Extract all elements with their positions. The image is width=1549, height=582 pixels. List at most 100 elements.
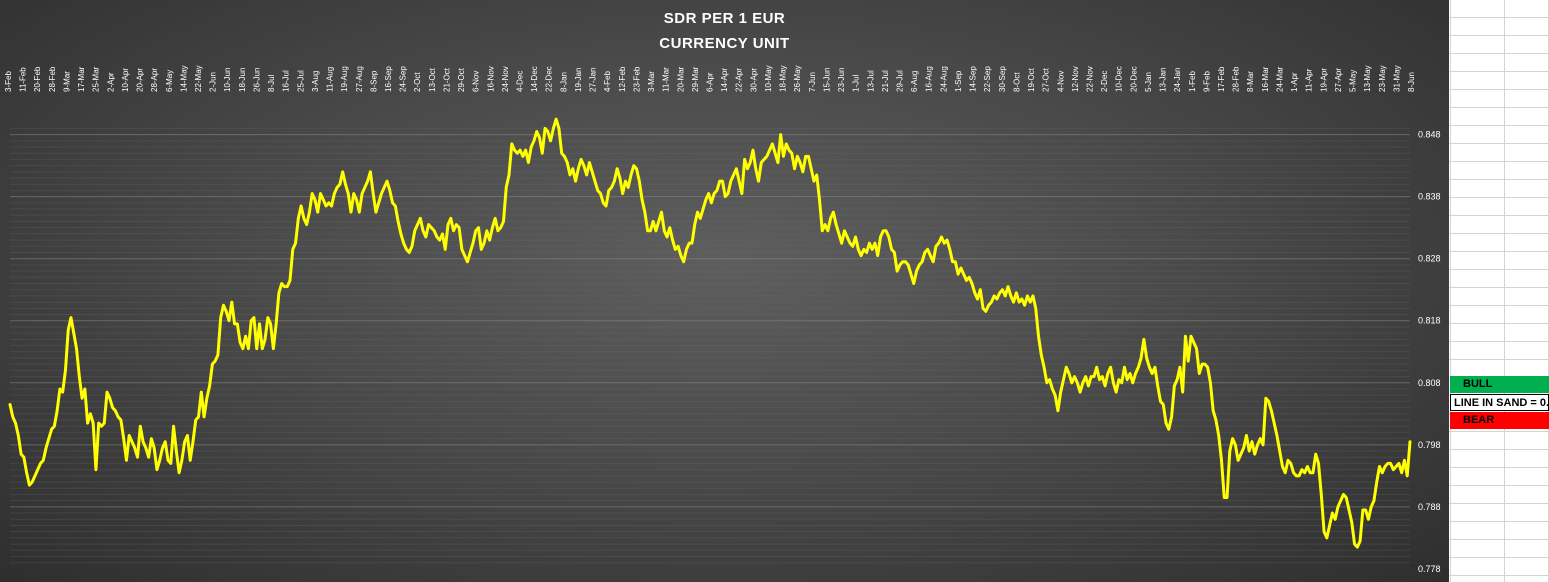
x-tick-label: 13-Jul bbox=[866, 70, 875, 92]
x-tick-label: 1-Feb bbox=[1188, 71, 1197, 92]
x-tick-label: 1-Sep bbox=[954, 70, 963, 92]
bear-cell[interactable]: BEAR bbox=[1450, 412, 1549, 429]
sheet-row-line bbox=[1449, 521, 1549, 522]
x-tick-label: 20-Mar bbox=[676, 66, 685, 92]
x-tick-label: 20-Apr bbox=[136, 68, 145, 92]
sheet-row-line bbox=[1449, 449, 1549, 450]
x-tick-label: 8-Sep bbox=[369, 70, 378, 92]
x-tick-label: 6-May bbox=[165, 70, 174, 92]
x-tick-label: 18-May bbox=[779, 65, 788, 92]
x-tick-label: 20-Feb bbox=[33, 66, 42, 92]
x-tick-label: 1-Apr bbox=[1290, 72, 1299, 92]
sheet-column-line bbox=[1450, 0, 1451, 582]
x-tick-label: 24-Nov bbox=[501, 66, 510, 92]
sheet-row-line bbox=[1449, 539, 1549, 540]
x-tick-label: 11-Aug bbox=[326, 67, 335, 92]
x-tick-label: 25-Mar bbox=[92, 66, 101, 92]
x-tick-label: 4-Feb bbox=[603, 71, 612, 92]
x-tick-label: 16-Sep bbox=[384, 66, 393, 92]
x-tick-label: 31-May bbox=[1392, 65, 1401, 92]
x-tick-label: 4-Nov bbox=[1056, 71, 1065, 92]
y-tick-label: 0.828 bbox=[1418, 254, 1441, 264]
sheet-row-line bbox=[1449, 431, 1549, 432]
x-tick-label: 17-Mar bbox=[77, 66, 86, 92]
x-tick-label: 30-Sep bbox=[998, 66, 1007, 92]
sheet-row-line bbox=[1449, 575, 1549, 576]
x-tick-label: 11-Feb bbox=[19, 67, 28, 92]
x-tick-label: 27-Oct bbox=[1042, 67, 1051, 92]
x-tick-label: 22-Dec bbox=[545, 66, 554, 92]
x-tick-label: 7-Jun bbox=[808, 72, 817, 92]
sheet-row-line bbox=[1449, 305, 1549, 306]
x-tick-label: 4-Dec bbox=[516, 71, 525, 92]
x-tick-label: 3-Feb bbox=[4, 71, 13, 92]
y-tick-label: 0.808 bbox=[1418, 378, 1441, 388]
x-tick-label: 23-Jun bbox=[837, 68, 846, 92]
sheet-row-line bbox=[1449, 269, 1549, 270]
x-tick-label: 28-Feb bbox=[1232, 66, 1241, 92]
x-tick-label: 23-May bbox=[1378, 65, 1387, 92]
x-tick-label: 13-May bbox=[1363, 65, 1372, 92]
x-tick-label: 1-Jul bbox=[852, 74, 861, 92]
x-tick-label: 27-Aug bbox=[355, 66, 364, 92]
x-tick-label: 24-Aug bbox=[939, 66, 948, 92]
y-tick-label: 0.848 bbox=[1418, 130, 1441, 140]
x-tick-label: 22-Apr bbox=[735, 68, 744, 92]
x-tick-label: 5-May bbox=[1349, 70, 1358, 92]
x-tick-label: 19-Oct bbox=[1027, 67, 1036, 92]
x-tick-label: 6-Apr bbox=[706, 72, 715, 92]
sheet-row-line bbox=[1449, 323, 1549, 324]
x-tick-label: 10-May bbox=[764, 65, 773, 92]
x-tick-label: 2-Dec bbox=[1100, 71, 1109, 92]
x-tick-label: 12-Feb bbox=[618, 66, 627, 92]
bull-cell[interactable]: BULL bbox=[1450, 376, 1549, 393]
sheet-row-line bbox=[1449, 89, 1549, 90]
x-tick-label: 8-Jun bbox=[1407, 72, 1416, 92]
x-tick-label: 10-Jun bbox=[223, 68, 232, 92]
x-tick-label: 6-Aug bbox=[910, 71, 919, 92]
x-tick-label: 14-Dec bbox=[530, 66, 539, 92]
y-tick-label: 0.818 bbox=[1418, 316, 1441, 326]
x-tick-label: 26-May bbox=[793, 65, 802, 92]
x-tick-label: 8-Oct bbox=[1012, 72, 1021, 92]
x-tick-label: 14-Sep bbox=[969, 66, 978, 92]
x-tick-label: 2-Apr bbox=[106, 72, 115, 92]
sheet-row-line bbox=[1449, 107, 1549, 108]
chart-area: SDR PER 1 EUR CURRENCY UNIT 0.778 0.788 0.… bbox=[0, 0, 1449, 582]
sheet-row-line bbox=[1449, 35, 1549, 36]
x-tick-label: 21-Oct bbox=[442, 67, 451, 92]
x-tick-label: 6-Nov bbox=[472, 71, 481, 92]
sheet-row-line bbox=[1449, 161, 1549, 162]
sheet-row-line bbox=[1449, 251, 1549, 252]
sheet-row-line bbox=[1449, 179, 1549, 180]
x-tick-label: 25-Jul bbox=[296, 70, 305, 92]
x-tick-label: 12-Nov bbox=[1071, 66, 1080, 92]
sheet-row-line bbox=[1449, 125, 1549, 126]
x-tick-label: 22-Sep bbox=[983, 66, 992, 92]
x-tick-label: 22-May bbox=[194, 65, 203, 92]
x-tick-label: 15-Jun bbox=[822, 68, 831, 92]
y-tick-label: 0.838 bbox=[1418, 192, 1441, 202]
x-tick-label: 28-Feb bbox=[48, 66, 57, 92]
x-tick-label: 13-Jan bbox=[1159, 68, 1168, 92]
x-tick-label: 16-Mar bbox=[1261, 66, 1270, 92]
x-tick-label: 14-Apr bbox=[720, 68, 729, 92]
x-tick-label: 19-Aug bbox=[340, 66, 349, 92]
sheet-row-line bbox=[1449, 503, 1549, 504]
x-tick-label: 30-Apr bbox=[749, 68, 758, 92]
x-tick-label: 17-Feb bbox=[1217, 66, 1226, 92]
line-chart: 0.778 0.788 0.798 0.808 0.818 0.828 0.838 0.848… bbox=[4, 65, 1441, 574]
x-tick-label: 9-Feb bbox=[1202, 71, 1211, 92]
x-tick-label: 10-Dec bbox=[1115, 66, 1124, 92]
line-in-sand-cell[interactable]: LINE IN SAND = 0.8 bbox=[1450, 394, 1549, 411]
y-tick-label: 0.778 bbox=[1418, 564, 1441, 574]
x-tick-label: 16-Nov bbox=[486, 66, 495, 92]
sheet-row-line bbox=[1449, 359, 1549, 360]
sheet-row-line bbox=[1449, 17, 1549, 18]
x-tick-label: 19-Jan bbox=[574, 68, 583, 92]
sheet-row-line bbox=[1449, 557, 1549, 558]
sheet-column-line bbox=[1504, 0, 1505, 582]
x-tick-label: 16-Aug bbox=[925, 66, 934, 92]
chart-title: SDR PER 1 EUR bbox=[663, 10, 786, 27]
x-tick-label: 22-Nov bbox=[1085, 66, 1094, 92]
